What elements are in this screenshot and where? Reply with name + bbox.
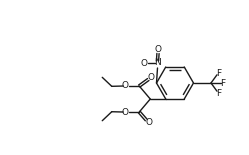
Text: O: O bbox=[122, 108, 128, 117]
Text: F: F bbox=[220, 78, 225, 88]
Text: F: F bbox=[216, 69, 221, 78]
Text: O: O bbox=[140, 58, 147, 67]
Text: O: O bbox=[147, 73, 154, 82]
Text: O: O bbox=[122, 81, 128, 90]
Text: O: O bbox=[155, 45, 162, 54]
Text: O: O bbox=[146, 117, 153, 126]
Text: N: N bbox=[154, 58, 161, 67]
Text: F: F bbox=[216, 89, 221, 97]
